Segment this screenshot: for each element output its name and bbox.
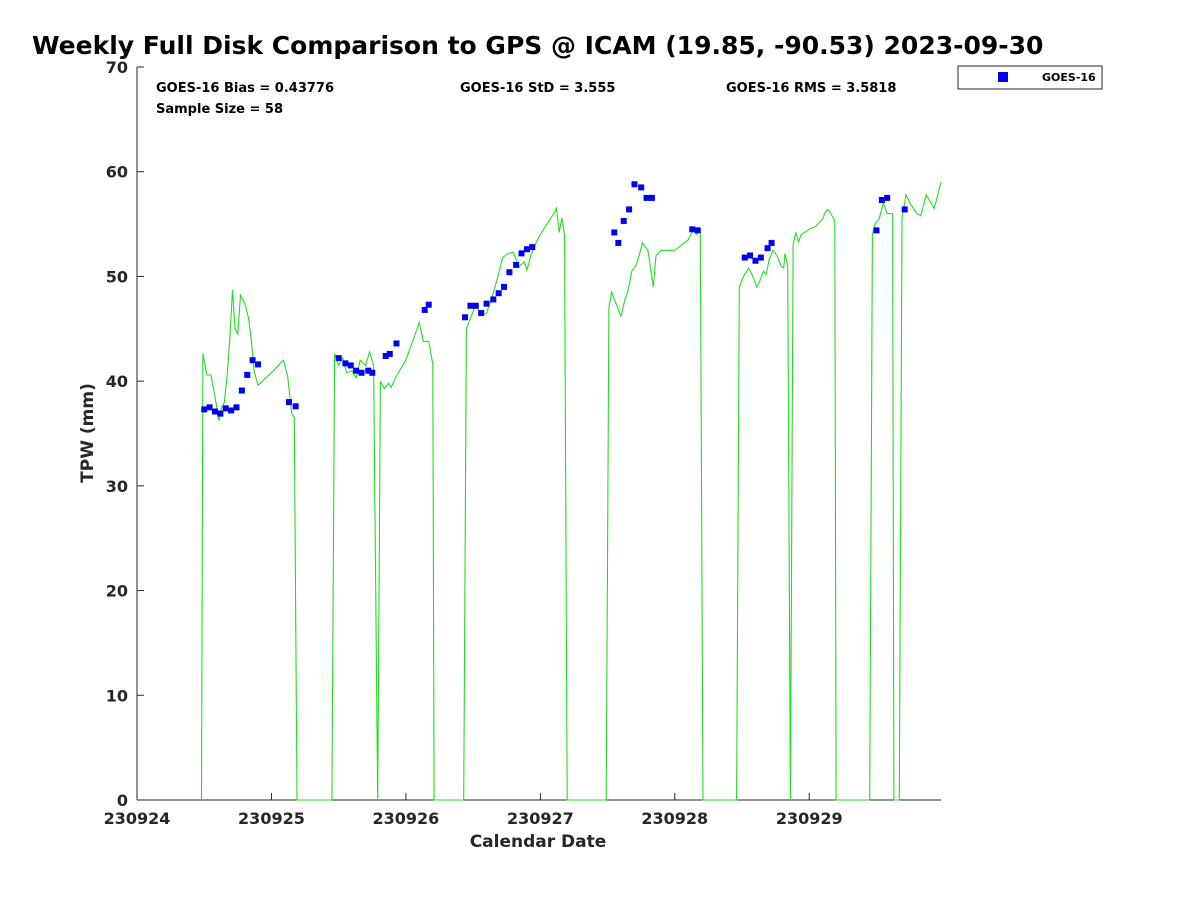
y-tick-label: 50	[106, 267, 128, 286]
goes-16-point	[285, 399, 292, 406]
goes-16-point	[342, 360, 349, 367]
goes-16-point	[501, 283, 508, 290]
goes-16-point	[421, 306, 428, 313]
goes-16-point	[523, 246, 530, 253]
legend-box	[957, 65, 1103, 90]
y-tick-label: 60	[106, 163, 128, 182]
goes-16-point	[222, 405, 229, 412]
y-tick-label: 20	[106, 582, 128, 601]
goes-16-point	[757, 254, 764, 261]
goes-16-point	[292, 403, 299, 410]
goes-16-point	[620, 217, 627, 224]
goes-16-point	[483, 300, 490, 307]
x-tick-label: 230926	[372, 809, 439, 828]
goes-16-point	[211, 408, 218, 415]
goes-16-point	[393, 340, 400, 347]
goes-16-point	[873, 227, 880, 234]
rms-stat: GOES-16 RMS = 3.5818	[726, 81, 896, 96]
goes-16-point	[244, 371, 251, 378]
goes-16-point	[643, 194, 650, 201]
goes-16-point	[513, 261, 520, 268]
x-tick-label: 230929	[776, 809, 843, 828]
goes-16-point	[529, 244, 536, 251]
y-tick-label: 40	[106, 372, 128, 391]
plot-area: 230924 230925 230926 230927 230928 230929 0 10…	[104, 58, 942, 828]
goes-16-point	[206, 404, 213, 411]
goes-16-point	[626, 206, 633, 213]
goes-16-point	[238, 387, 245, 394]
sample-size-stat: Sample Size = 58	[156, 102, 283, 117]
x-tick-label: 230928	[641, 809, 708, 828]
goes-16-point	[495, 290, 502, 297]
y-axis-label: TPW (mm)	[78, 383, 98, 483]
goes-16-point	[631, 181, 638, 188]
goes-16-point	[217, 410, 224, 417]
bias-stat: GOES-16 Bias = 0.43776	[156, 81, 334, 96]
goes-16-point	[884, 194, 891, 201]
goes-16-point	[752, 257, 759, 264]
goes-16-point	[518, 250, 525, 257]
std-stat: GOES-16 StD = 3.555	[460, 81, 615, 96]
goes-16-point	[478, 310, 485, 317]
y-tick-label: 70	[106, 58, 128, 77]
goes-16-point	[747, 252, 754, 259]
x-ticks: 230924 230925 230926 230927 230928 230929	[104, 793, 843, 828]
goes-16-point	[369, 369, 376, 376]
x-tick-label: 230924	[104, 809, 171, 828]
goes-16-point	[365, 367, 372, 374]
chart-title: Weekly Full Disk Comparison to GPS @ ICA…	[32, 31, 1043, 60]
goes-16-point	[878, 196, 885, 203]
goes-16-point	[425, 301, 432, 308]
goes-16-point	[353, 367, 360, 374]
goes-16-point	[255, 361, 262, 368]
gps-series	[200, 182, 942, 801]
y-tick-label: 30	[106, 477, 128, 496]
x-axis-label: Calendar Date	[470, 832, 607, 852]
goes-16-point	[764, 245, 771, 252]
goes-16-point	[648, 194, 655, 201]
y-ticks: 0 10 20 30 40 50 60 70	[106, 58, 144, 810]
goes-16-point	[249, 357, 256, 364]
y-tick-label: 0	[117, 791, 128, 810]
goes-16-point	[611, 229, 618, 236]
goes-16-series	[201, 181, 908, 417]
goes-16-point	[472, 302, 479, 309]
goes-16-point	[506, 269, 513, 276]
x-tick-label: 230925	[238, 809, 305, 828]
goes-16-point	[335, 355, 342, 362]
goes-16-point	[901, 206, 908, 213]
legend: GOES-16	[957, 65, 1103, 90]
goes-16-point	[768, 239, 775, 246]
goes-16-point	[358, 369, 365, 376]
goes-16-point	[638, 184, 645, 191]
goes-16-point	[386, 350, 393, 357]
goes-16-point	[201, 406, 208, 413]
legend-label-goes-16: GOES-16	[1042, 71, 1096, 84]
goes-16-point	[462, 314, 469, 321]
legend-marker-goes-16	[998, 72, 1008, 82]
goes-16-point	[741, 254, 748, 261]
y-tick-label: 10	[106, 686, 128, 705]
goes-16-point	[228, 407, 235, 414]
x-tick-label: 230927	[507, 809, 574, 828]
gps-series-line	[200, 182, 942, 801]
goes-16-point	[694, 227, 701, 234]
goes-16-point	[490, 296, 497, 303]
goes-16-point	[615, 239, 622, 246]
goes-16-point	[347, 362, 354, 369]
goes-16-point	[382, 353, 389, 360]
goes-16-point	[689, 226, 696, 233]
goes-16-point	[233, 404, 240, 411]
goes-16-point	[467, 302, 474, 309]
